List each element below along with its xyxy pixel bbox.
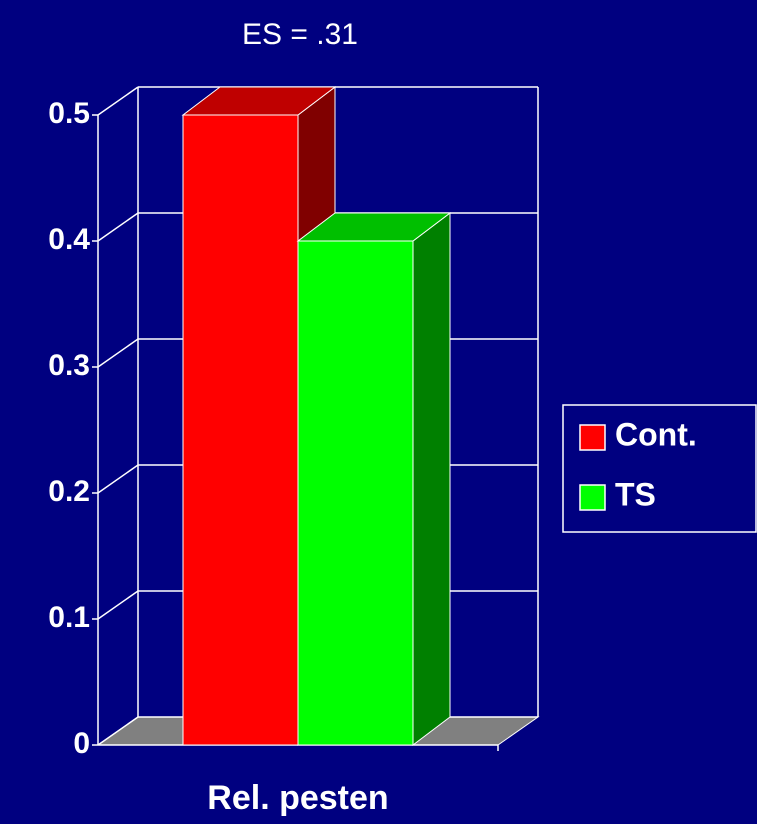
y-tick-label: 0.5	[48, 97, 90, 130]
chart-title: ES = .31	[242, 18, 358, 51]
y-tick-label: 0.2	[48, 475, 90, 508]
legend-swatch	[579, 484, 606, 511]
grid-line	[97, 590, 139, 620]
grid-line	[97, 338, 139, 368]
x-tick-label: Rel. pesten	[207, 779, 388, 817]
y-tick-label: 0	[73, 727, 90, 760]
legend-swatch	[579, 424, 606, 451]
y-tick-label: 0.1	[48, 601, 90, 634]
bar	[297, 240, 414, 746]
grid-line	[97, 716, 139, 746]
grid-line	[97, 86, 139, 116]
legend-label: TS	[615, 476, 656, 512]
legend-box	[562, 404, 757, 533]
bar	[182, 114, 299, 746]
y-tick-label: 0.3	[48, 349, 90, 382]
grid-line	[97, 464, 139, 494]
grid-line	[97, 212, 139, 242]
y-tick-label: 0.4	[48, 223, 90, 256]
legend-label: Cont.	[615, 416, 697, 452]
bar-side	[412, 211, 451, 747]
